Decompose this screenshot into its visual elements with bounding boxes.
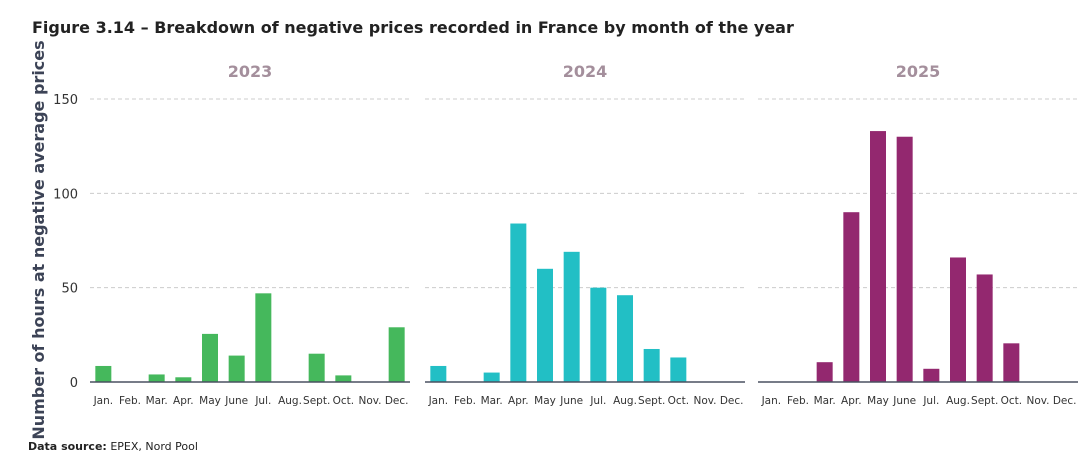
- x-tick-label: Dec.: [720, 395, 744, 407]
- y-tick-label: 0: [70, 376, 78, 391]
- bar-2024-Aug.: [617, 295, 633, 382]
- x-tick-label: Aug.: [613, 395, 637, 407]
- x-tick-label: Jan.: [93, 395, 114, 407]
- x-tick-label: Aug.: [278, 395, 302, 407]
- bar-2023-May: [202, 333, 218, 382]
- x-tick-label: Mar.: [146, 395, 168, 407]
- x-tick-label: June: [559, 395, 583, 407]
- bar-2023-Sept.: [308, 353, 325, 382]
- bar-2024-June: [563, 251, 580, 382]
- x-tick-label: June: [224, 395, 248, 407]
- x-tick-label: Jul.: [922, 395, 939, 407]
- x-tick-label: Dec.: [385, 395, 409, 407]
- x-tick-label: Apr.: [508, 395, 529, 407]
- bar-2023-Apr.: [175, 377, 192, 382]
- bar-2025-Jul.: [923, 368, 940, 382]
- x-tick-label: Feb.: [787, 395, 809, 407]
- bar-2025-June: [896, 136, 913, 382]
- bar-2025-Aug.: [950, 257, 966, 382]
- source-label: Data source:: [28, 440, 107, 453]
- panel-title: 2025: [896, 62, 941, 81]
- x-tick-label: Jul.: [254, 395, 271, 407]
- panel-title: 2023: [228, 62, 273, 81]
- x-tick-label: Jan.: [428, 395, 449, 407]
- bar-2024-Jul.: [590, 287, 607, 382]
- x-tick-label: Apr.: [173, 395, 194, 407]
- bar-2025-Sept.: [976, 274, 993, 382]
- x-tick-label: Feb.: [454, 395, 476, 407]
- x-tick-label: Mar.: [481, 395, 503, 407]
- bar-2025-May: [870, 131, 886, 382]
- x-tick-label: Oct.: [668, 395, 690, 407]
- x-tick-label: Oct.: [1001, 395, 1023, 407]
- data-source: Data source: EPEX, Nord Pool: [28, 440, 198, 453]
- bar-2025-Apr.: [843, 212, 860, 382]
- y-tick-label: 100: [53, 187, 78, 202]
- bar-2025-Mar.: [816, 362, 833, 382]
- y-tick-label: 50: [61, 282, 78, 297]
- bar-2024-Apr.: [510, 223, 527, 382]
- bar-2023-Jul.: [255, 293, 272, 382]
- x-tick-label: Nov.: [358, 395, 381, 407]
- x-tick-label: Apr.: [841, 395, 862, 407]
- x-tick-label: Feb.: [119, 395, 141, 407]
- bar-2024-May: [537, 268, 553, 382]
- bar-2023-Mar.: [148, 374, 165, 382]
- source-text: EPEX, Nord Pool: [110, 440, 198, 453]
- x-tick-label: May: [199, 395, 221, 407]
- x-tick-label: Dec.: [1053, 395, 1077, 407]
- bar-2024-Oct.: [670, 357, 687, 382]
- bar-2024-Sept.: [643, 348, 660, 382]
- x-tick-label: June: [892, 395, 916, 407]
- figure-title: Figure 3.14 – Breakdown of negative pric…: [32, 18, 794, 37]
- bar-2023-June: [228, 355, 245, 382]
- bar-2024-Jan.: [430, 365, 447, 382]
- x-tick-label: Oct.: [333, 395, 355, 407]
- y-axis-label: Number of hours at negative average pric…: [29, 40, 48, 439]
- x-tick-label: Aug.: [946, 395, 970, 407]
- y-tick-label: 150: [53, 93, 78, 108]
- bar-2024-Mar.: [483, 372, 500, 382]
- x-tick-label: May: [867, 395, 889, 407]
- x-tick-label: Sept.: [971, 395, 998, 407]
- x-tick-label: Nov.: [1026, 395, 1049, 407]
- x-tick-label: Sept.: [303, 395, 330, 407]
- x-tick-label: Jan.: [761, 395, 782, 407]
- bar-2023-Dec.: [388, 327, 405, 382]
- x-tick-label: Sept.: [638, 395, 665, 407]
- bar-2023-Oct.: [335, 375, 352, 382]
- bar-2023-Jan.: [95, 365, 112, 382]
- x-tick-label: May: [534, 395, 556, 407]
- x-tick-label: Jul.: [589, 395, 606, 407]
- x-tick-label: Mar.: [814, 395, 836, 407]
- panel-title: 2024: [563, 62, 608, 81]
- bar-2025-Oct.: [1003, 343, 1020, 382]
- x-tick-label: Nov.: [693, 395, 716, 407]
